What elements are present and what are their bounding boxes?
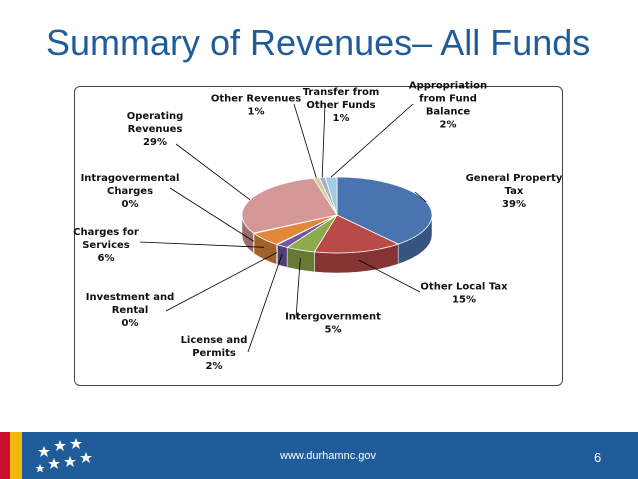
leader-line (165, 252, 278, 312)
leader-line (169, 187, 254, 242)
footer-url[interactable]: www.durhamnc.gov (280, 450, 376, 462)
footer-bar (0, 432, 638, 479)
leader-line (247, 253, 283, 353)
stars-logo-icon (35, 438, 92, 473)
leader-line (293, 103, 317, 179)
pie-slice-operating-revenues (241, 177, 338, 234)
slide-title: Summary of Revenues– All Funds (46, 22, 591, 63)
data-label: Investment and Rental 0% (86, 292, 174, 329)
page-number: 6 (594, 450, 602, 465)
pie-slice-other-local-tax (313, 214, 400, 254)
leader-line (321, 103, 326, 178)
data-label: Appropriation from Fund Balance 2% (409, 81, 487, 131)
data-label: Other Local Tax 15% (420, 282, 508, 306)
data-label: Operating Revenues 29% (127, 111, 184, 148)
data-label: Transfer from Other Funds 1% (303, 87, 380, 124)
data-label: License and Permits 2% (181, 335, 248, 372)
leader-line (330, 103, 414, 178)
leader-line (358, 259, 421, 293)
data-label: Other Revenues 1% (211, 94, 301, 118)
leader-line (139, 241, 264, 248)
data-label: Charges for Services 6% (73, 227, 139, 264)
data-label: General Property Tax 39% (466, 173, 563, 210)
data-label: Intragovermental Charges 0% (81, 173, 180, 210)
leader-line (175, 143, 251, 201)
footer-stripe-red (0, 432, 10, 479)
footer-stripe-yellow (10, 432, 22, 479)
leader-line (414, 191, 427, 203)
leader-line (295, 258, 301, 319)
data-label: Intergovernment 5% (285, 312, 381, 336)
